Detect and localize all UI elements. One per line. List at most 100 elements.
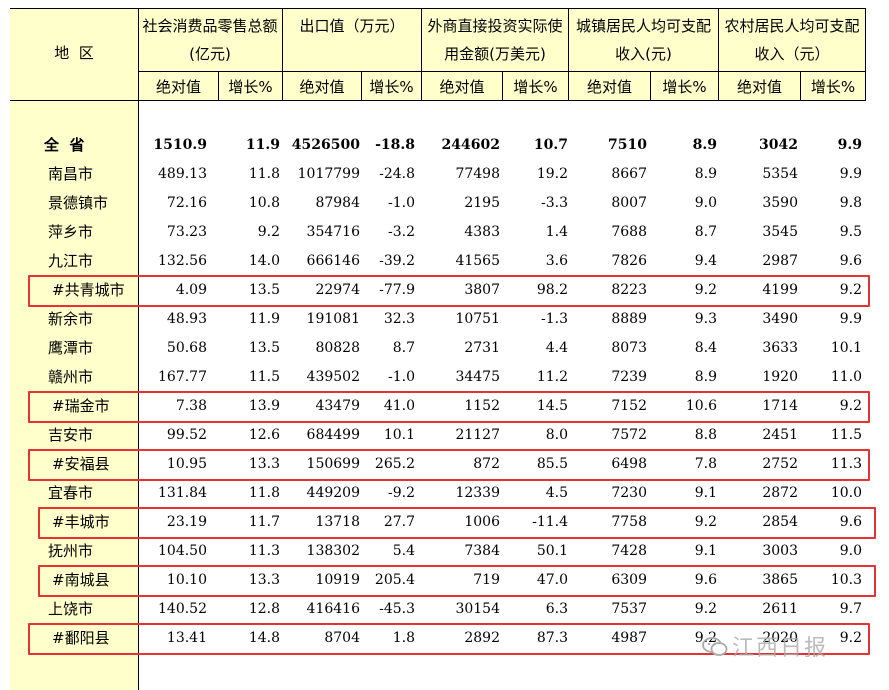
table-row: #安福县 10.95 13.3 150699 265.2 872 85.5 6498 7.8 27… (0, 450, 889, 478)
col-line-8 (650, 71, 651, 100)
growth-value-cell: 10.3 (830, 572, 862, 588)
absolute-value-cell: 354716 (306, 224, 360, 240)
absolute-value-cell: 3003 (762, 543, 798, 559)
growth-value-cell: 10.7 (533, 137, 568, 153)
growth-value-cell: 9.2 (257, 224, 280, 240)
absolute-value-cell: 4199 (762, 282, 798, 298)
absolute-value-cell: 2195 (464, 195, 500, 211)
absolute-value-cell: 12339 (455, 485, 500, 501)
col-line-3 (282, 8, 283, 100)
growth-value-cell: 10.0 (830, 485, 862, 501)
growth-value-cell: -3.3 (541, 195, 568, 211)
region-name: 新余市 (48, 310, 94, 328)
absolute-value-cell: 2987 (762, 253, 798, 269)
growth-value-cell: 9.6 (839, 253, 862, 269)
table-row: 九江市 132.56 14.0 666146 -39.2 41565 3.6 7826 9.4 2… (0, 247, 889, 275)
growth-value-cell: 9.2 (694, 601, 717, 617)
growth-value-cell: 10.1 (383, 427, 415, 443)
region-name: 上饶市 (48, 600, 94, 618)
growth-value-cell: 8.7 (694, 224, 717, 240)
growth-value-cell: 19.2 (536, 166, 568, 182)
growth-value-cell: 9.9 (837, 137, 862, 153)
region-name: 南昌市 (48, 165, 94, 183)
table-row: #南城县 10.10 13.3 10919 205.4 719 47.0 6309 9.6 386… (0, 566, 889, 594)
absolute-value-cell: 7826 (611, 253, 647, 269)
growth-value-cell: 41.0 (383, 398, 415, 414)
growth-value-cell: 8.7 (392, 340, 415, 356)
table-row: #丰城市 23.19 11.7 13718 27.7 1006 -11.4 7758 9.2 28… (0, 508, 889, 536)
growth-value-cell: 9.7 (839, 601, 862, 617)
absolute-value-cell: 7384 (464, 543, 500, 559)
col-line-11 (865, 8, 866, 100)
growth-value-cell: 5.4 (392, 543, 415, 559)
table-row: 南昌市 489.13 11.8 1017799 -24.8 77498 19.2 8667 8.… (0, 160, 889, 188)
absolute-value-cell: 3545 (762, 224, 798, 240)
region-name: 萍乡市 (48, 223, 94, 241)
table-row: 全 省 1510.9 11.9 4526500 -18.8 244602 10.7 7510 8… (0, 131, 889, 159)
absolute-value-cell: 73.23 (166, 224, 207, 240)
growth-value-cell: 11.3 (830, 456, 862, 472)
growth-value-cell: -18.8 (375, 137, 415, 153)
col-line-1 (138, 8, 139, 690)
growth-value-cell: -45.3 (379, 601, 415, 617)
chat-bubble-icon (702, 637, 728, 656)
growth-value-cell: 14.5 (536, 398, 568, 414)
absolute-value-cell: 3490 (762, 311, 798, 327)
highlight-box (28, 275, 870, 307)
growth-value-cell: 9.4 (694, 253, 717, 269)
absolute-value-cell: 489.13 (158, 166, 207, 182)
growth-value-cell: 10.8 (248, 195, 280, 211)
region-name: 抚州市 (48, 542, 94, 560)
highlight-box (28, 623, 870, 655)
absolute-value-cell: 4987 (611, 630, 647, 646)
absolute-value-cell: 138302 (306, 543, 360, 559)
absolute-value-cell: 3633 (762, 340, 798, 356)
absolute-value-cell: 6498 (611, 456, 647, 472)
absolute-value-cell: 2854 (762, 514, 798, 530)
region-name: #共青城市 (52, 281, 125, 299)
highlight-box (38, 507, 876, 539)
region-name: 鹰潭市 (48, 339, 94, 357)
growth-value-cell: -39.2 (379, 253, 415, 269)
growth-value-cell: 9.1 (694, 543, 717, 559)
growth-value-cell: 87.3 (536, 630, 568, 646)
region-name: 宜春市 (48, 484, 94, 502)
absolute-value-cell: 1714 (762, 398, 798, 414)
region-name: #南城县 (52, 571, 110, 589)
absolute-value-cell: 1017799 (297, 166, 360, 182)
absolute-value-cell: 4526500 (291, 137, 360, 153)
absolute-value-cell: 7572 (611, 427, 647, 443)
growth-value-cell: -9.2 (388, 485, 415, 501)
absolute-value-cell: 439502 (306, 369, 360, 385)
growth-value-cell: -1.0 (388, 195, 415, 211)
growth-value-cell: 50.1 (536, 543, 568, 559)
absolute-value-cell: 449209 (306, 485, 360, 501)
absolute-value-cell: 99.52 (166, 427, 207, 443)
subheader-abs: 绝对值 (155, 78, 201, 96)
growth-value-cell: 13.3 (248, 456, 280, 472)
growth-value-cell: 1.4 (545, 224, 568, 240)
growth-value-cell: 8.8 (694, 427, 717, 443)
growth-value-cell: 11.8 (248, 485, 280, 501)
growth-value-cell: 32.3 (383, 311, 415, 327)
table-row: 吉安市 99.52 12.6 684499 10.1 21127 8.0 7572 8.8 245… (0, 421, 889, 449)
absolute-value-cell: 7230 (611, 485, 647, 501)
growth-value-cell: 8.9 (694, 166, 717, 182)
growth-value-cell: 13.3 (248, 572, 280, 588)
header-fdi: 外商直接投资实际使用金额(万美元) (427, 17, 563, 63)
absolute-value-cell: 13.41 (166, 630, 207, 646)
growth-value-cell: 9.1 (694, 485, 717, 501)
absolute-value-cell: 150699 (306, 456, 360, 472)
growth-value-cell: 9.2 (839, 630, 862, 646)
col-line-5 (421, 8, 422, 100)
growth-value-cell: -3.2 (388, 224, 415, 240)
absolute-value-cell: 10.95 (166, 456, 207, 472)
absolute-value-cell: 2872 (762, 485, 798, 501)
growth-value-cell: 11.5 (830, 427, 862, 443)
growth-value-cell: 13.5 (248, 340, 280, 356)
absolute-value-cell: 13718 (315, 514, 360, 530)
absolute-value-cell: 8223 (611, 282, 647, 298)
absolute-value-cell: 8704 (324, 630, 360, 646)
absolute-value-cell: 8667 (611, 166, 647, 182)
absolute-value-cell: 7239 (611, 369, 647, 385)
